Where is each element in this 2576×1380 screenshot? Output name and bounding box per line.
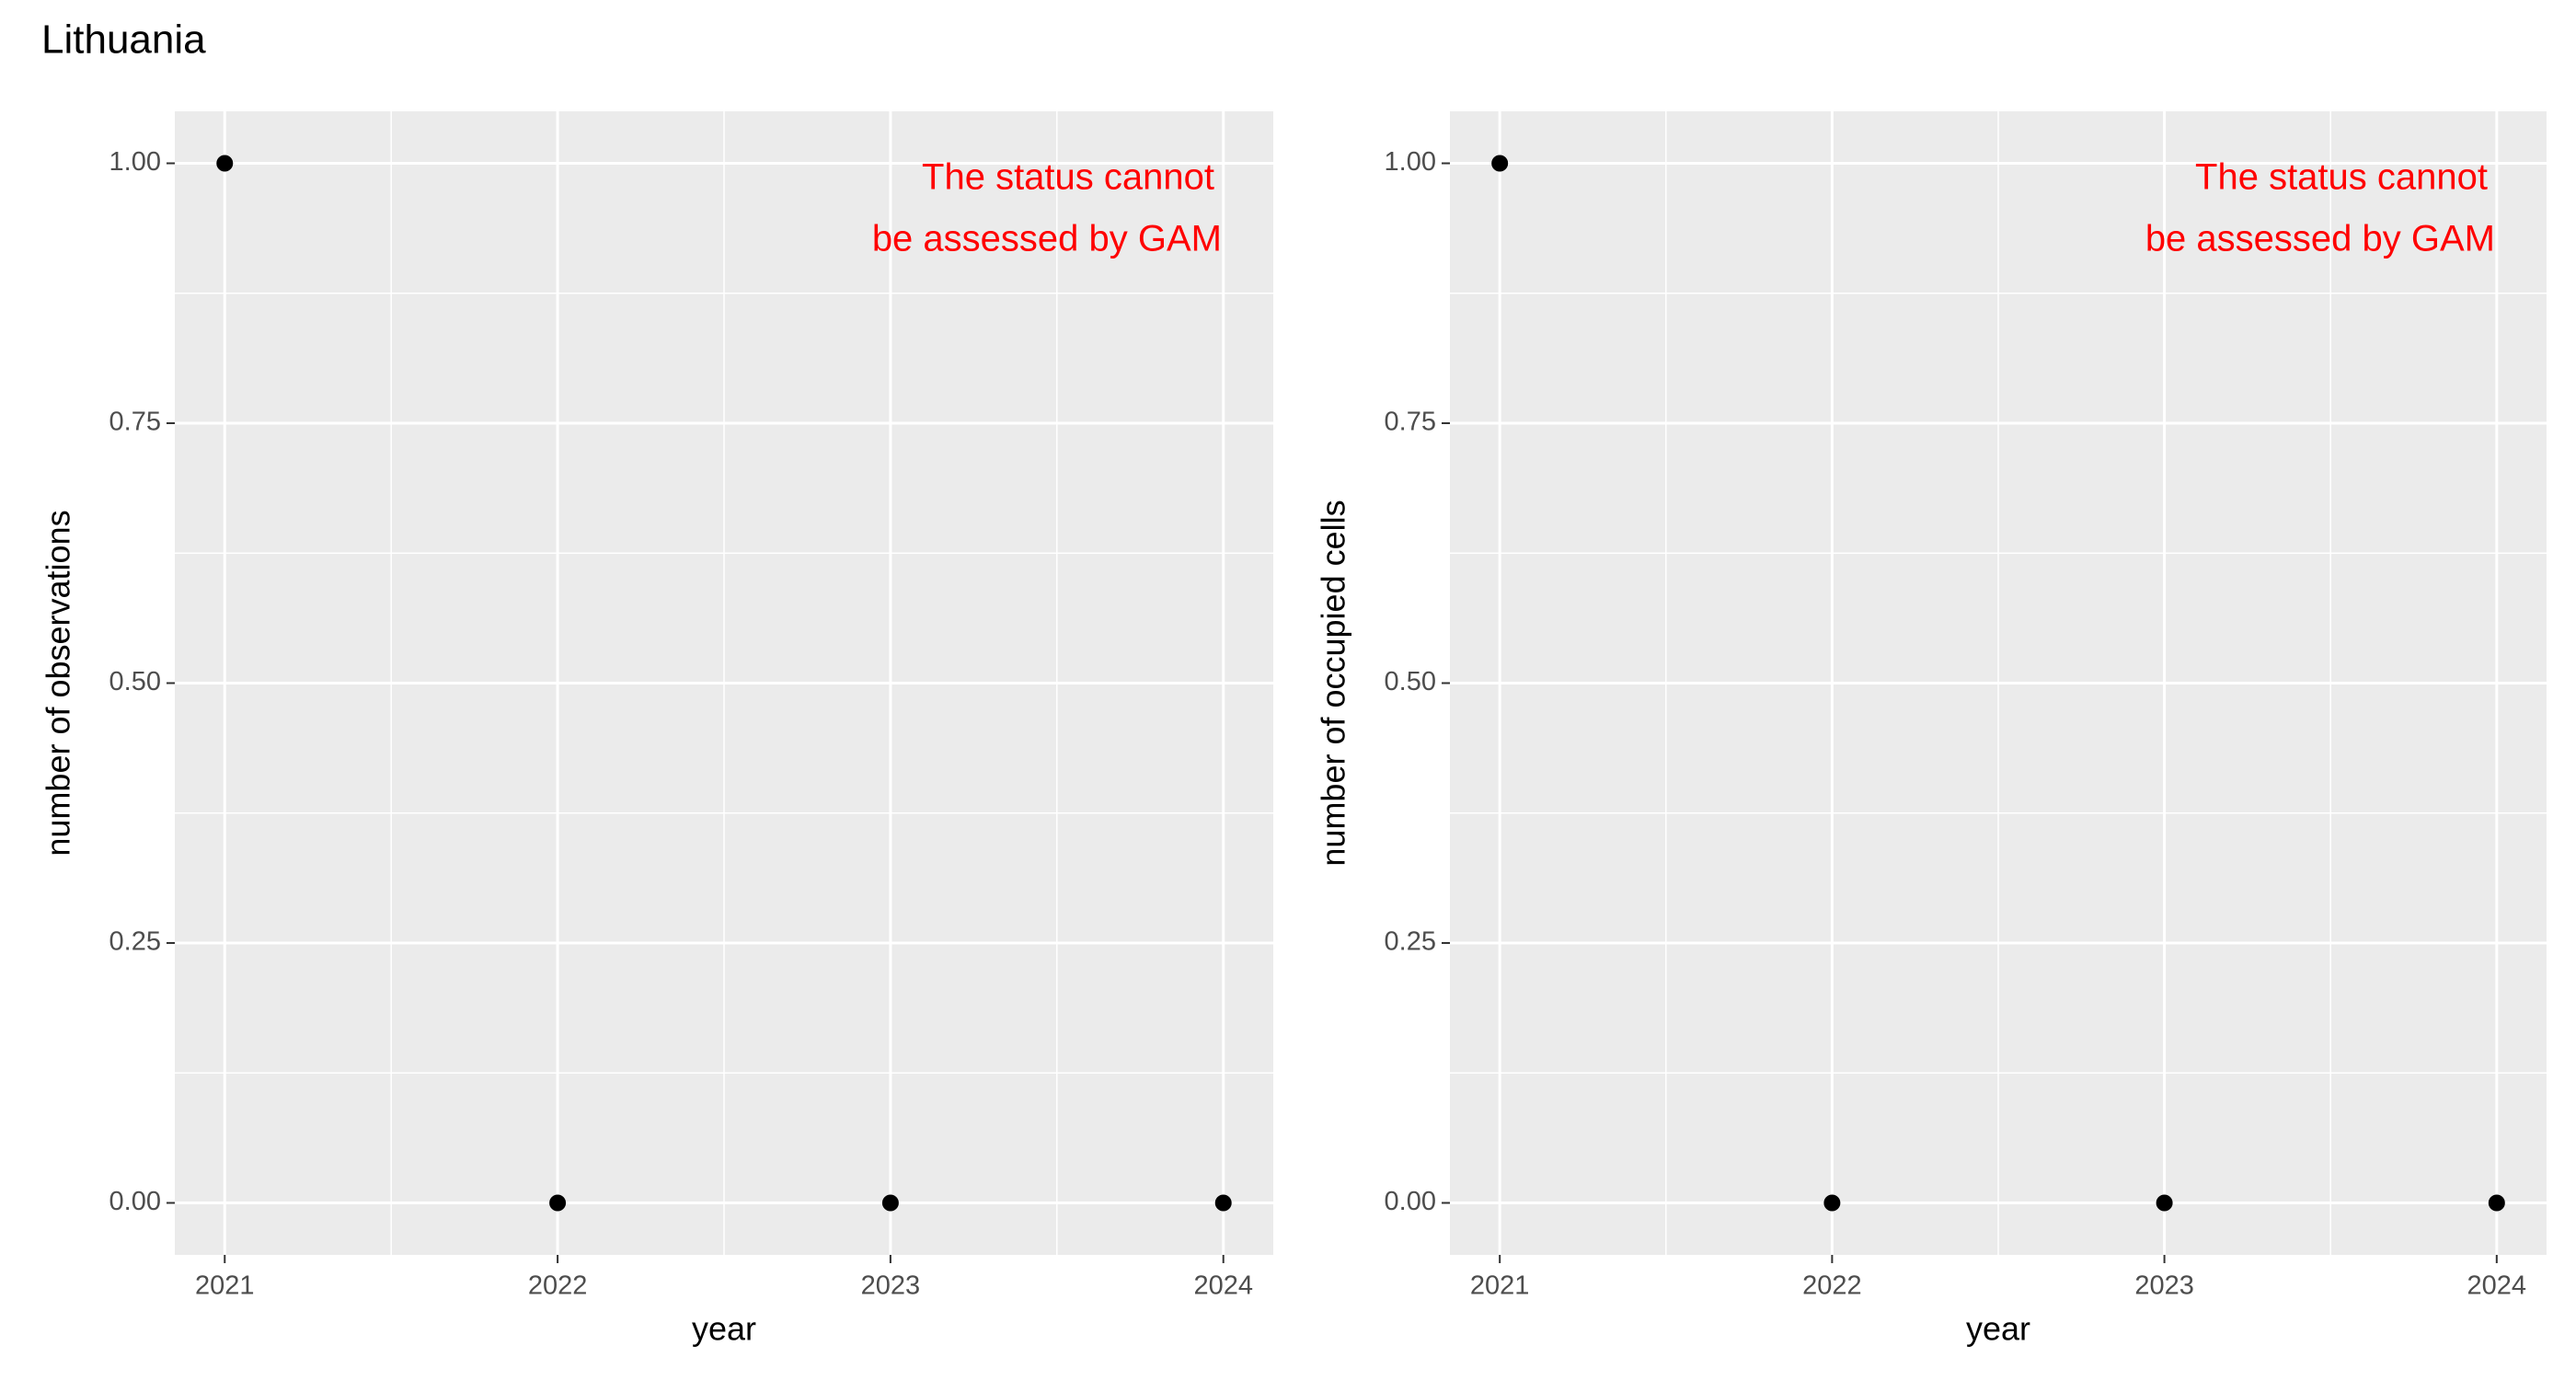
x-tick-label: 2023 <box>861 1271 921 1301</box>
point <box>1823 1194 1841 1212</box>
point <box>1491 155 1509 172</box>
y-tick-label: 0.00 <box>1385 1187 1436 1216</box>
point <box>549 1194 567 1212</box>
y-tick-label: 1.00 <box>1385 147 1436 177</box>
annotation: The status cannot <box>2195 157 2488 198</box>
y-tick-label: 0.25 <box>1385 927 1436 957</box>
x-tick-label: 2024 <box>1193 1271 1253 1301</box>
x-tick-label: 2024 <box>2467 1271 2527 1301</box>
y-tick-label: 1.00 <box>109 147 161 177</box>
y-tick-label: 0.50 <box>109 667 161 696</box>
y-axis-label: number of occupied cells <box>1315 500 1352 866</box>
point <box>216 155 234 172</box>
y-tick-label: 0.50 <box>1385 667 1436 696</box>
annotation: be assessed by GAM <box>872 219 1222 259</box>
x-tick-label: 2022 <box>528 1271 588 1301</box>
point <box>1214 1194 1232 1212</box>
x-tick-label: 2023 <box>2134 1271 2194 1301</box>
figure-title: Lithuania <box>41 17 206 63</box>
y-tick-label: 0.25 <box>109 927 161 957</box>
y-tick-label: 0.00 <box>109 1187 161 1216</box>
y-axis-label: number of observations <box>40 510 77 856</box>
point <box>2156 1194 2173 1212</box>
y-tick-label: 0.75 <box>109 408 161 437</box>
x-axis-label: year <box>692 1310 756 1348</box>
x-tick-label: 2022 <box>1802 1271 1862 1301</box>
x-tick-label: 2021 <box>1470 1271 1530 1301</box>
point <box>2488 1194 2505 1212</box>
annotation: be assessed by GAM <box>2145 219 2495 259</box>
annotation: The status cannot <box>922 157 1214 198</box>
x-axis-label: year <box>1966 1310 2030 1348</box>
x-tick-label: 2021 <box>195 1271 255 1301</box>
y-tick-label: 0.75 <box>1385 408 1436 437</box>
point <box>881 1194 899 1212</box>
